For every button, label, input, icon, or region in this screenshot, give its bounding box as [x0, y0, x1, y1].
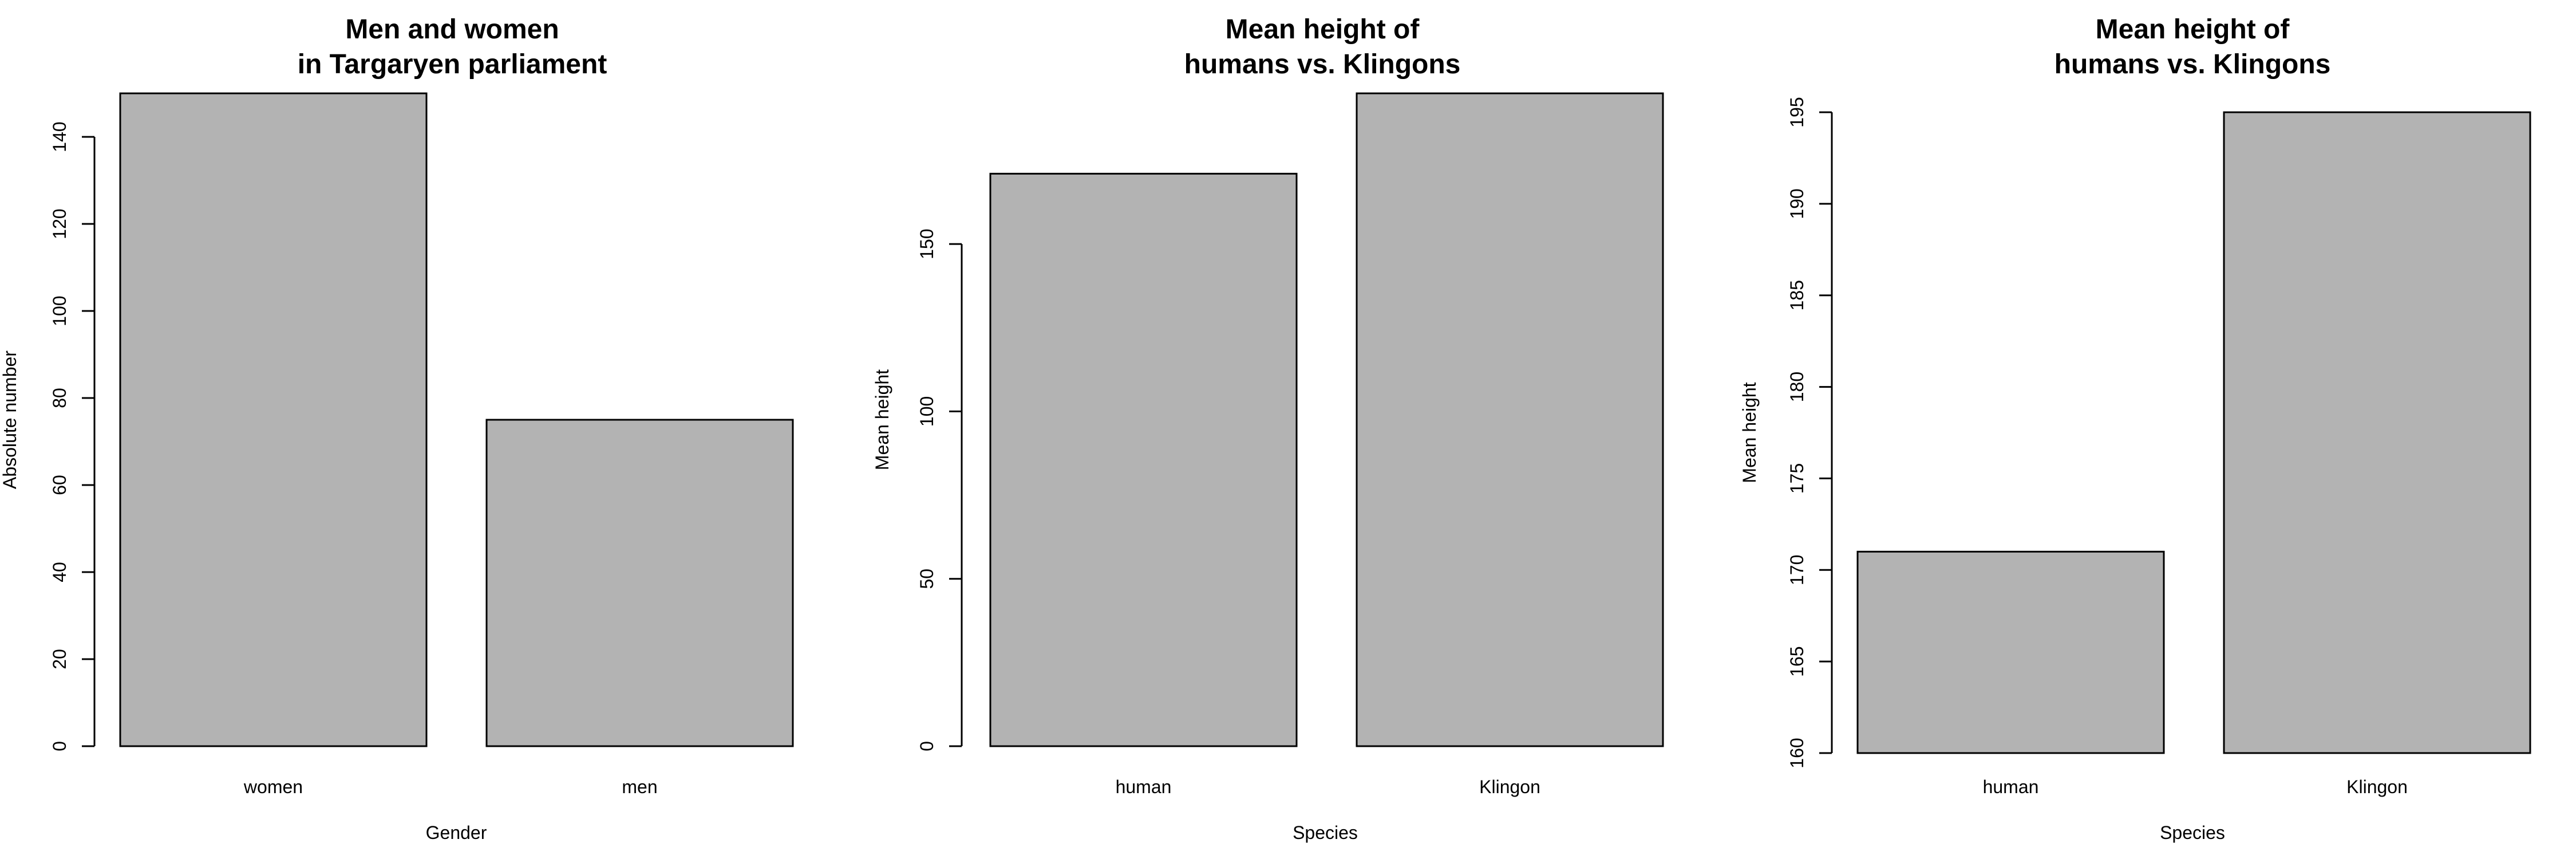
y-tick-label: 175: [1787, 463, 1807, 494]
y-axis-label: Mean height: [872, 369, 892, 470]
bar-klingon: [2223, 111, 2531, 754]
chart-panel-1: Men and women in Targaryen parliament wome…: [0, 14, 794, 843]
bar-human: [989, 172, 1298, 747]
chart-title-line: humans vs. Klingons: [2055, 49, 2331, 80]
y-tick-label: 150: [916, 228, 937, 259]
y-axis-label: Absolute number: [0, 350, 20, 489]
y-tick-label: 100: [916, 396, 937, 427]
y-tick-label: 195: [1787, 97, 1807, 127]
x-tick-label-men: men: [622, 777, 657, 797]
y-axis-label: Mean height: [1739, 382, 1760, 483]
x-tick-label-human: human: [1983, 777, 2039, 797]
y-tick-label: 185: [1787, 280, 1807, 310]
chart-title: Mean height of humans vs. Klingons: [1184, 14, 1461, 80]
x-axis-label: Gender: [426, 822, 487, 843]
bar-men: [485, 419, 794, 747]
x-axis-label: Species: [1293, 822, 1358, 843]
y-tick-label: 140: [49, 121, 70, 152]
y-tick-label: 170: [1787, 555, 1807, 585]
y-tick-label: 160: [1787, 738, 1807, 768]
y-tick-label: 60: [49, 475, 70, 495]
x-tick-label-women: women: [243, 777, 303, 797]
chart-panel-2: Mean height of humans vs. Klingons human Kl…: [872, 14, 1664, 843]
chart-title: Men and women in Targaryen parliament: [298, 14, 607, 80]
chart-title-line: Mean height of: [1226, 14, 1420, 45]
chart-title-line: humans vs. Klingons: [1184, 49, 1461, 80]
bar-human: [1856, 550, 2165, 754]
y-tick-label: 120: [49, 208, 70, 239]
x-tick-label-klingon: Klingon: [1479, 777, 1540, 797]
y-tick-label: 180: [1787, 372, 1807, 402]
chart-panel-3: Mean height of humans vs. Klingons human Kl…: [1739, 14, 2531, 843]
y-tick-label: 50: [916, 569, 937, 589]
bar-women: [119, 92, 428, 747]
y-tick-label: 0: [49, 741, 70, 751]
x-tick-label-human: human: [1116, 777, 1172, 797]
chart-title: Mean height of humans vs. Klingons: [2055, 14, 2331, 80]
x-axis-label: Species: [2160, 822, 2225, 843]
y-tick-label: 80: [49, 388, 70, 408]
y-tick-label: 100: [49, 295, 70, 326]
y-tick-label: 40: [49, 562, 70, 582]
y-tick-label: 190: [1787, 188, 1807, 219]
chart-title-line: in Targaryen parliament: [298, 49, 607, 80]
chart-title-line: Men and women: [345, 14, 559, 45]
x-tick-label-klingon: Klingon: [2346, 777, 2408, 797]
bar-klingon: [1356, 92, 1664, 747]
y-tick-label: 0: [916, 741, 937, 751]
chart-title-line: Mean height of: [2096, 14, 2290, 45]
y-tick-label: 20: [49, 649, 70, 669]
y-tick-label: 165: [1787, 646, 1807, 676]
